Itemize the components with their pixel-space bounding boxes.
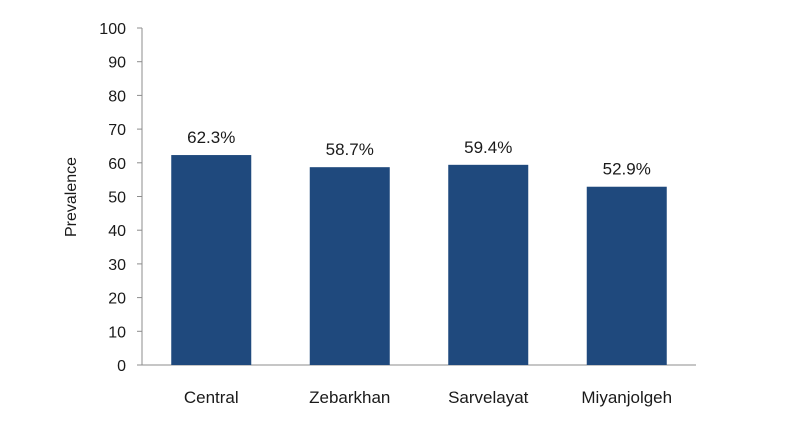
x-category-label: Miyanjolgeh (581, 388, 672, 407)
category-labels: Central Zebarkhan Sarvelayat Miyanjolgeh (184, 388, 672, 407)
bar (586, 186, 667, 365)
y-tick-label: 50 (108, 190, 126, 207)
y-tick-label: 20 (108, 291, 126, 308)
bar (309, 167, 390, 365)
y-tick-label: 60 (108, 156, 126, 173)
x-category-label: Sarvelayat (448, 388, 529, 407)
y-tick-label: 90 (108, 55, 126, 72)
y-tick-label: 80 (108, 88, 126, 105)
x-category-label: Central (184, 388, 239, 407)
y-axis: 0 10 20 30 40 50 60 70 80 90 100 (99, 21, 143, 375)
y-tick-label: 0 (117, 358, 126, 375)
bar-data-label: 58.7% (326, 140, 374, 159)
y-tick-label: 30 (108, 257, 126, 274)
y-axis-title: Prevalence (63, 157, 80, 237)
data-labels: 62.3% 58.7% 59.4% 52.9% (187, 128, 651, 179)
bar-data-label: 62.3% (187, 128, 235, 147)
y-tick-label: 70 (108, 122, 126, 139)
bar (171, 155, 252, 365)
y-tick-label: 100 (99, 21, 126, 38)
y-tick-label: 40 (108, 223, 126, 240)
bar-data-label: 59.4% (464, 138, 512, 157)
x-category-label: Zebarkhan (309, 388, 390, 407)
bars (171, 155, 667, 365)
bar-data-label: 52.9% (603, 160, 651, 179)
y-tick-label: 10 (108, 324, 126, 341)
bar (448, 164, 529, 365)
